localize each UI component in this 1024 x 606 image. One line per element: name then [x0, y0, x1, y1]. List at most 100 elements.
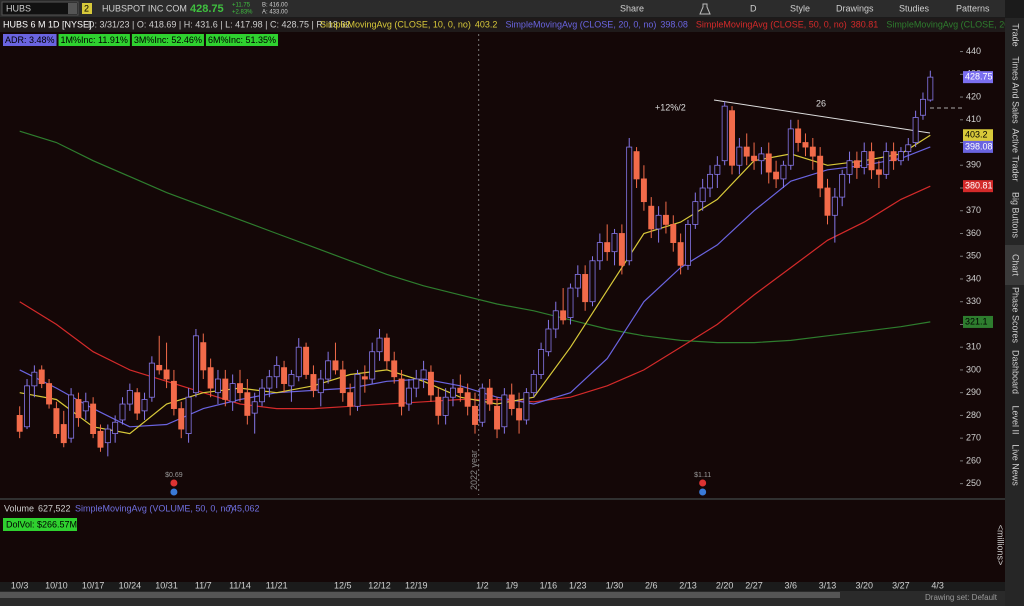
candle-body	[281, 367, 288, 384]
moving-average	[19, 130, 931, 344]
earnings-icon[interactable]	[699, 479, 707, 487]
x-tick-label: 2/20	[716, 580, 734, 590]
studies-button[interactable]: Studies	[899, 3, 930, 13]
y-tick-label: 360	[966, 228, 981, 238]
scrollbar[interactable]	[0, 592, 840, 598]
candle-body	[560, 310, 567, 321]
link[interactable]: 2	[84, 3, 89, 13]
study-value: 398.08	[660, 19, 688, 29]
badge	[3, 34, 57, 46]
candle-body	[552, 310, 559, 330]
candle-body	[780, 164, 787, 180]
candle-body	[376, 337, 383, 353]
candle-body	[677, 242, 684, 266]
y-tick-label: 250	[966, 478, 981, 488]
study-value: 380.81	[851, 19, 879, 29]
side-tab[interactable]: Level II	[1011, 405, 1021, 434]
patterns-button[interactable]: Patterns	[956, 3, 990, 13]
y-tick-label: 350	[966, 251, 981, 261]
symbol[interactable]: HUBS	[6, 3, 31, 13]
company: HUBSPOT INC COM	[102, 3, 187, 13]
year-label: 2022 year	[469, 450, 479, 490]
drawings-button[interactable]: Drawings	[836, 3, 874, 13]
moving-average	[19, 146, 931, 428]
x-tick-label: 10/31	[155, 580, 178, 590]
dividend-icon[interactable]	[170, 488, 178, 496]
ma-last-box	[963, 315, 993, 328]
ohlc: D: 3/31/23 | O: 418.69 | H: 431.6 | L: 4…	[88, 19, 350, 29]
period-button[interactable]: D	[750, 3, 757, 13]
candle-body	[163, 369, 170, 380]
side-tab[interactable]: Active Trader	[1011, 128, 1021, 181]
side-tab[interactable]: Phase Scores	[1011, 287, 1021, 344]
ma-last-box	[963, 140, 993, 153]
x-tick-label: 10/17	[82, 580, 105, 590]
candle-body	[442, 396, 449, 416]
candle-body	[251, 401, 258, 414]
share-button[interactable]: Share	[620, 3, 644, 13]
candle-body	[567, 287, 574, 319]
study-name: SimpleMovingAvg (CLOSE, 50, 0, no)	[696, 19, 847, 29]
candle-body	[596, 242, 603, 262]
candle-body	[104, 428, 111, 444]
x-tick-label: 11/21	[266, 580, 288, 590]
candle-body	[516, 408, 523, 421]
candle-body	[831, 196, 838, 216]
symbol-input[interactable]	[1, 1, 79, 16]
badges: ADR: 3.48% 1M%Inc: 11.91% 3M%Inc: 52.46% 6M…	[3, 34, 278, 46]
style-button[interactable]: Style	[790, 3, 810, 13]
last-price: 428.75	[190, 3, 224, 15]
earnings-label: $1.11	[694, 472, 711, 479]
side-tab[interactable]: Live News	[1011, 444, 1021, 486]
study-value: 403.2	[475, 19, 498, 29]
candle-body	[809, 146, 816, 157]
change-pct: +2.83%	[232, 10, 253, 16]
y-tick-label: 370	[966, 205, 981, 215]
dividend-icon[interactable]	[699, 488, 707, 496]
candle-body	[303, 346, 310, 375]
badge	[131, 34, 204, 46]
side-tab[interactable]: Dashboard	[1011, 350, 1021, 394]
dropdown[interactable]	[68, 3, 77, 14]
y-tick-label: 410	[966, 114, 981, 124]
ma-last: 321.1	[965, 316, 988, 326]
candle-body	[68, 394, 75, 439]
candle-body	[707, 173, 713, 189]
side-tab[interactable]: Big Buttons	[1011, 192, 1021, 239]
candle-body	[60, 424, 67, 444]
ma-last: 380.81	[965, 181, 993, 191]
ma-last-box	[963, 180, 993, 193]
candle-body	[582, 274, 589, 303]
candle-body	[824, 187, 831, 216]
active-tab	[1005, 245, 1024, 285]
side-tab[interactable]: Times And Sales	[1011, 56, 1021, 124]
candle-body	[655, 214, 662, 230]
change: +11.75	[232, 3, 251, 9]
candle-body	[611, 233, 618, 253]
candle-body	[765, 153, 772, 173]
candle-body	[919, 98, 926, 116]
link-box[interactable]	[82, 3, 92, 14]
candle-body	[126, 389, 133, 405]
candle-body	[427, 371, 434, 396]
last-price-marker-box	[963, 71, 993, 84]
candle-body	[868, 151, 875, 171]
candle-body	[273, 364, 280, 378]
earnings-icon[interactable]	[170, 479, 178, 487]
symbol-info: HUBS 6 M 1D [NYSE]	[3, 19, 92, 29]
side-tab[interactable]: Trade	[1011, 23, 1021, 46]
candle-body	[523, 392, 530, 421]
last-price-marker: 428.75	[965, 72, 993, 82]
toolbar	[0, 0, 1005, 17]
flask-icon[interactable]	[699, 3, 711, 15]
trendline[interactable]	[713, 99, 931, 134]
candle-body	[185, 396, 192, 435]
side-tab[interactable]: Chart	[1011, 254, 1021, 277]
x-tick-label: 3/6	[785, 580, 798, 590]
candle-body	[361, 376, 368, 380]
count-annotation: 26	[816, 98, 826, 108]
badge	[205, 34, 278, 46]
x-tick-label: 10/24	[119, 580, 142, 590]
candle-body	[729, 110, 736, 166]
candle-body	[148, 362, 155, 398]
